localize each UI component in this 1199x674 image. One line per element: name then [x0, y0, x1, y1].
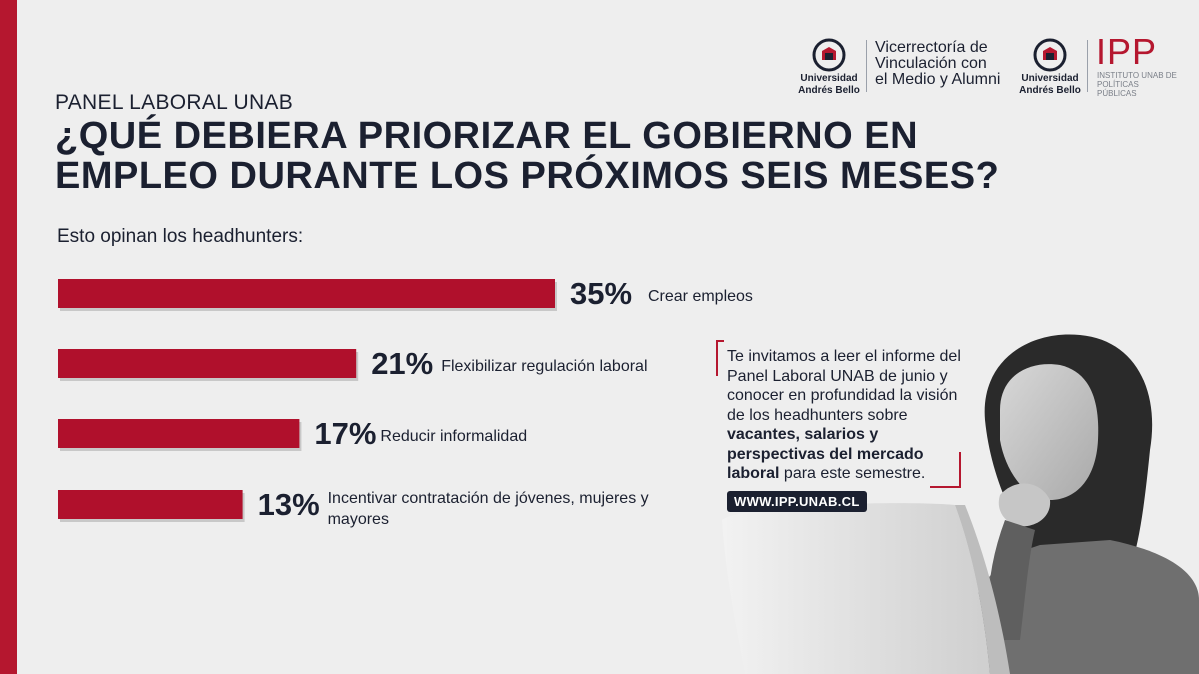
ipp-subtitle-line2: POLÍTICAS PÚBLICAS: [1097, 80, 1139, 98]
logo-divider: [866, 40, 867, 92]
vicerrectoria-line1: Vicerrectoría de: [875, 39, 988, 56]
callout-text-before: Te invitamos a leer el informe del Panel…: [727, 348, 961, 424]
callout-border: [716, 340, 961, 488]
vicerrectoria-line3: el Medio y Alumni: [875, 71, 1001, 88]
bar-value-label: 21%: [371, 346, 434, 381]
ipp-subtitle-line1: INSTITUTO UNAB DE: [1097, 71, 1177, 80]
panel-kicker: PANEL LABORAL UNAB: [55, 91, 294, 114]
left-accent-stripe: [0, 0, 17, 674]
website-link[interactable]: WWW.IPP.UNAB.CL: [727, 491, 867, 512]
ipp-logo-mark: IPP: [1096, 31, 1158, 72]
bar-category-label: Incentivar contratación de jóvenes, muje…: [327, 490, 649, 528]
bar-value-label: 13%: [257, 487, 320, 522]
page-title: ¿QUÉ DEBIERA PRIORIZAR EL GOBIERNO EN EM…: [55, 115, 1000, 197]
chart-subtitle: Esto opinan los headhunters:: [57, 226, 304, 247]
vicerrectoria-line2: Vinculación con: [875, 55, 987, 72]
unab-seal-icon: [812, 38, 846, 72]
bar-category-label: Crear empleos: [648, 288, 753, 305]
logo-divider-2: [1087, 40, 1088, 92]
bar-4: [58, 490, 243, 519]
bar-value-label: 35%: [570, 276, 633, 311]
bar-value-label: 17%: [314, 416, 377, 451]
bar-2: [58, 349, 357, 378]
callout-text: Te invitamos a leer el informe del Panel…: [727, 347, 962, 484]
callout-text-after: para este semestre.: [779, 465, 926, 482]
bar-category-label: Reducir informalidad: [380, 428, 528, 445]
unab-logo-line1: Universidad: [800, 73, 858, 84]
unab-seal-icon-2: [1033, 38, 1067, 72]
unab-logo-2-line2: Andrés Bello: [1019, 85, 1081, 96]
bar-3: [58, 419, 300, 448]
callout-text-bold: vacantes, salarios y perspectivas del me…: [727, 426, 924, 482]
bar-category-label: Flexibilizar regulación laboral: [441, 358, 648, 375]
vicerrectoria-logo: Vicerrectoría de Vinculación con el Medi…: [875, 40, 1015, 88]
unab-logo-line2: Andrés Bello: [798, 85, 860, 96]
ipp-logo-subtitle: INSTITUTO UNAB DE POLÍTICAS PÚBLICAS: [1097, 71, 1177, 98]
bar-1: [58, 279, 555, 308]
unab-logo-2-line1: Universidad: [1021, 73, 1079, 84]
